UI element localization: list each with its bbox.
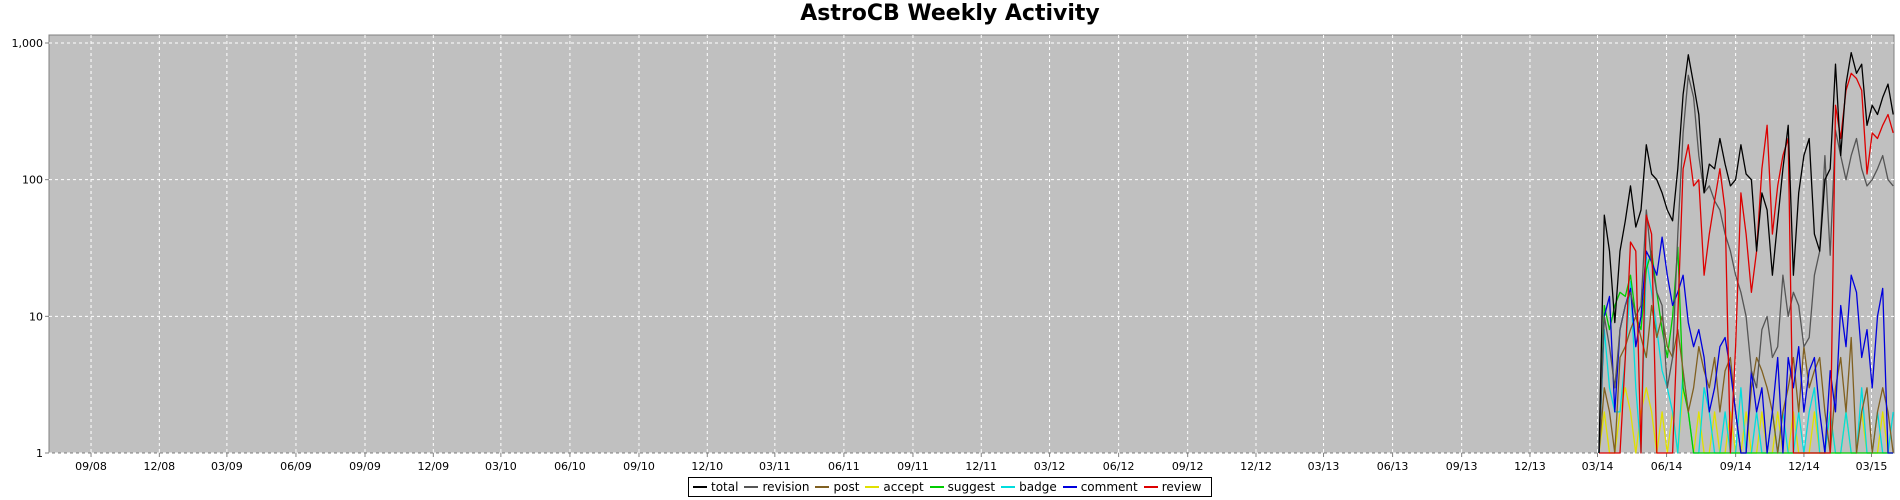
y-tick-label: 100 bbox=[22, 174, 43, 187]
legend-item-review: review bbox=[1143, 480, 1202, 494]
legend-swatch bbox=[929, 486, 944, 488]
y-tick-label: 10 bbox=[29, 310, 43, 323]
legend-swatch bbox=[744, 486, 759, 488]
x-tick-label: 09/10 bbox=[623, 460, 655, 473]
legend-label: revision bbox=[762, 480, 810, 494]
series-lines bbox=[1598, 51, 1894, 454]
legend-label: total bbox=[711, 480, 739, 494]
x-tick-label: 06/14 bbox=[1651, 460, 1683, 473]
legend-label: post bbox=[833, 480, 860, 494]
legend-label: accept bbox=[883, 480, 924, 494]
x-tick-label: 06/12 bbox=[1103, 460, 1135, 473]
chart-title: AstroCB Weekly Activity bbox=[800, 1, 1100, 26]
x-tick-label: 03/13 bbox=[1308, 460, 1340, 473]
legend-swatch bbox=[1143, 486, 1158, 488]
legend-item-accept: accept bbox=[865, 480, 924, 494]
x-tick-label: 03/14 bbox=[1582, 460, 1614, 473]
x-tick-label: 06/09 bbox=[280, 460, 312, 473]
x-tick-label: 03/10 bbox=[485, 460, 517, 473]
legend-swatch bbox=[1001, 486, 1016, 488]
series-line-total bbox=[1598, 51, 1894, 454]
chart-legend: total revision post accept suggest badge comme… bbox=[688, 477, 1213, 497]
plot-area bbox=[48, 34, 1895, 454]
x-tick-label: 12/09 bbox=[417, 460, 449, 473]
y-tick-label: 1,000 bbox=[12, 37, 44, 50]
x-tick-label: 09/09 bbox=[349, 460, 381, 473]
x-tick-label: 12/12 bbox=[1240, 460, 1272, 473]
x-tick-label: 09/12 bbox=[1172, 460, 1204, 473]
legend-swatch bbox=[815, 486, 830, 488]
x-tick-label: 09/14 bbox=[1720, 460, 1752, 473]
legend-label: badge bbox=[1019, 480, 1057, 494]
x-tick-label: 06/11 bbox=[828, 460, 860, 473]
legend-swatch bbox=[1062, 486, 1077, 488]
legend-swatch bbox=[865, 486, 880, 488]
x-tick-label: 09/11 bbox=[897, 460, 929, 473]
series-line-revision bbox=[1598, 74, 1894, 454]
x-tick-label: 03/11 bbox=[759, 460, 791, 473]
x-tick-label: 03/15 bbox=[1856, 460, 1888, 473]
x-tick-label: 06/10 bbox=[554, 460, 586, 473]
x-tick-label: 12/10 bbox=[691, 460, 723, 473]
legend-item-badge: badge bbox=[1001, 480, 1057, 494]
x-tick-label: 09/08 bbox=[75, 460, 107, 473]
x-tick-label: 03/12 bbox=[1034, 460, 1066, 473]
legend-item-post: post bbox=[815, 480, 859, 494]
x-tick-label: 06/13 bbox=[1377, 460, 1409, 473]
legend-item-comment: comment bbox=[1062, 480, 1138, 494]
x-tick-label: 12/11 bbox=[965, 460, 997, 473]
legend-swatch bbox=[693, 486, 707, 488]
legend-label: review bbox=[1161, 480, 1202, 494]
legend-item-revision: revision bbox=[744, 480, 809, 494]
x-tick-label: 09/13 bbox=[1446, 460, 1478, 473]
series-line-comment bbox=[1598, 236, 1894, 454]
legend-label: suggest bbox=[947, 480, 996, 494]
axes: 1 10 100 1,000 09/08 12/08 03/09 06/09 09/09 12/0… bbox=[12, 37, 1888, 473]
legend-label: comment bbox=[1080, 480, 1138, 494]
x-tick-label: 12/14 bbox=[1788, 460, 1820, 473]
x-tick-label: 03/09 bbox=[211, 460, 243, 473]
x-tick-label: 12/08 bbox=[143, 460, 175, 473]
x-tick-label: 12/13 bbox=[1514, 460, 1546, 473]
legend-item-suggest: suggest bbox=[929, 480, 996, 494]
y-tick-label: 1 bbox=[36, 447, 43, 460]
legend-item-total: total bbox=[693, 480, 738, 494]
